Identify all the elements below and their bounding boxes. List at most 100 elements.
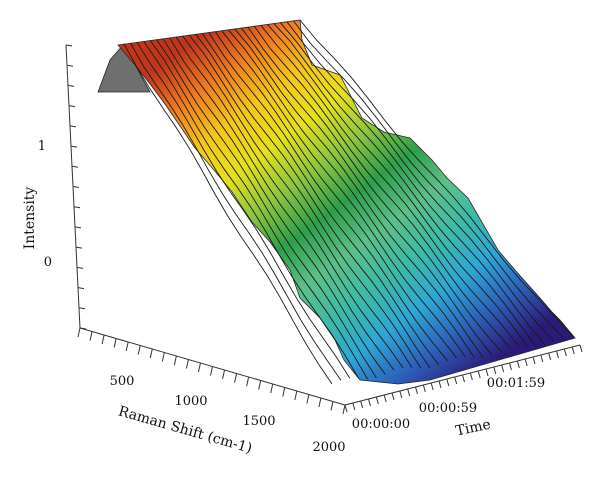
time-tick [399, 390, 403, 399]
time-ticks [344, 344, 583, 413]
raman-tick [113, 338, 117, 348]
raman-tick [77, 327, 81, 338]
time-tick [540, 354, 544, 363]
raman-tick [330, 401, 334, 411]
raman-tick [258, 380, 262, 390]
surface-ridge-line [260, 25, 520, 347]
surface-ridge-line [247, 26, 502, 352]
surface-ridge-line [182, 35, 413, 368]
time-tick [415, 386, 418, 395]
surface-ridge-line [280, 22, 546, 346]
surface-ridge-line [143, 41, 360, 379]
time-tick [391, 392, 395, 401]
surface-ridge-line [208, 32, 448, 362]
time-tick [375, 396, 379, 405]
raman-tick [270, 383, 274, 394]
raman-tick [294, 390, 298, 401]
intensity-tick-label-1: 1 [38, 139, 46, 154]
surface-ridge-line [240, 27, 493, 356]
raman-tick-label-1000: 1000 [174, 394, 207, 409]
surface-ridge-line [195, 33, 431, 369]
raman-tick [222, 369, 226, 380]
time-tick [579, 344, 583, 353]
time-tick [509, 362, 512, 371]
raman-tick [125, 341, 129, 352]
raman-axis-title: Raman Shift (cm-1) [116, 403, 253, 457]
raman-tick-label-2000: 2000 [312, 440, 345, 455]
surface-ridge-line [136, 41, 351, 379]
surface-ridge-line [130, 42, 342, 381]
intensity-tick [70, 145, 78, 148]
time-tick [407, 388, 411, 397]
raman-tick-label-1500: 1500 [242, 414, 275, 429]
time-tick [462, 374, 465, 383]
surface-ridge-line [286, 21, 555, 343]
time-tick [360, 400, 364, 409]
raman-tick [89, 331, 93, 341]
time-tick [344, 404, 348, 413]
time-tick-label-0: 00:00:00 [352, 417, 410, 432]
time-tick [563, 348, 567, 357]
intensity-axis-title: Intensity [22, 187, 38, 250]
time-tick [438, 380, 442, 389]
time-tick [446, 378, 450, 387]
raman-tick [185, 359, 189, 369]
intensity-tick [78, 307, 86, 310]
raman-tick [210, 366, 213, 376]
time-tick [383, 394, 387, 403]
surface-ridge-line [188, 34, 422, 369]
raman-tick [173, 355, 177, 366]
time-axis-title: Time [454, 417, 492, 440]
intensity-tick [76, 266, 84, 269]
time-tick [368, 398, 371, 407]
time-tick [548, 352, 552, 361]
time-tick [485, 368, 489, 377]
intensity-tick [66, 64, 74, 67]
intensity-tick [65, 44, 73, 47]
time-tick [501, 364, 505, 373]
surface-ridge-line [156, 39, 377, 379]
raman-ticks [77, 327, 346, 415]
intensity-tick [68, 105, 76, 108]
raman-tick [101, 334, 105, 345]
raman-tick [149, 348, 153, 359]
raman-tick [282, 387, 286, 397]
raman-tick [234, 373, 238, 383]
surface-ridge-line [234, 28, 484, 358]
time-tick [352, 402, 356, 411]
intensity-ticks [65, 44, 87, 330]
surface-ridge-line [123, 43, 333, 385]
intensity-tick [67, 84, 75, 87]
raman-tick [318, 397, 322, 408]
raman-tick [246, 376, 250, 387]
time-tick [430, 382, 434, 391]
surface-ridge-line [175, 36, 404, 369]
surface-ridge-line [293, 20, 564, 339]
time-tick-label-2: 00:01:59 [487, 376, 545, 391]
time-tick [493, 366, 497, 375]
surface-ridge-line [227, 29, 475, 358]
time-tick [524, 358, 528, 367]
surface-ridge-line [214, 31, 457, 358]
time-tick [571, 346, 575, 355]
intensity-tick [69, 125, 77, 128]
time-tick [532, 356, 536, 365]
surface-ridge-line [169, 37, 395, 371]
intensity-tick [74, 226, 82, 229]
raman-tick [342, 404, 346, 415]
surface-ridge-line [149, 40, 368, 380]
surface-ridge-line [221, 30, 466, 358]
raman-tick [197, 362, 201, 373]
surface-ridge-line [267, 24, 528, 347]
surface-ridge-line [254, 25, 511, 348]
time-tick [516, 360, 520, 369]
intensity-tick [72, 186, 80, 188]
time-tick [556, 350, 559, 359]
time-tick [477, 370, 481, 379]
surface-ridge-lines [123, 19, 573, 385]
surface-ridge-line [162, 38, 386, 375]
raman-tick [137, 345, 141, 355]
raman-tick-label-500: 500 [110, 374, 135, 389]
surface-ridge-line [299, 19, 573, 336]
